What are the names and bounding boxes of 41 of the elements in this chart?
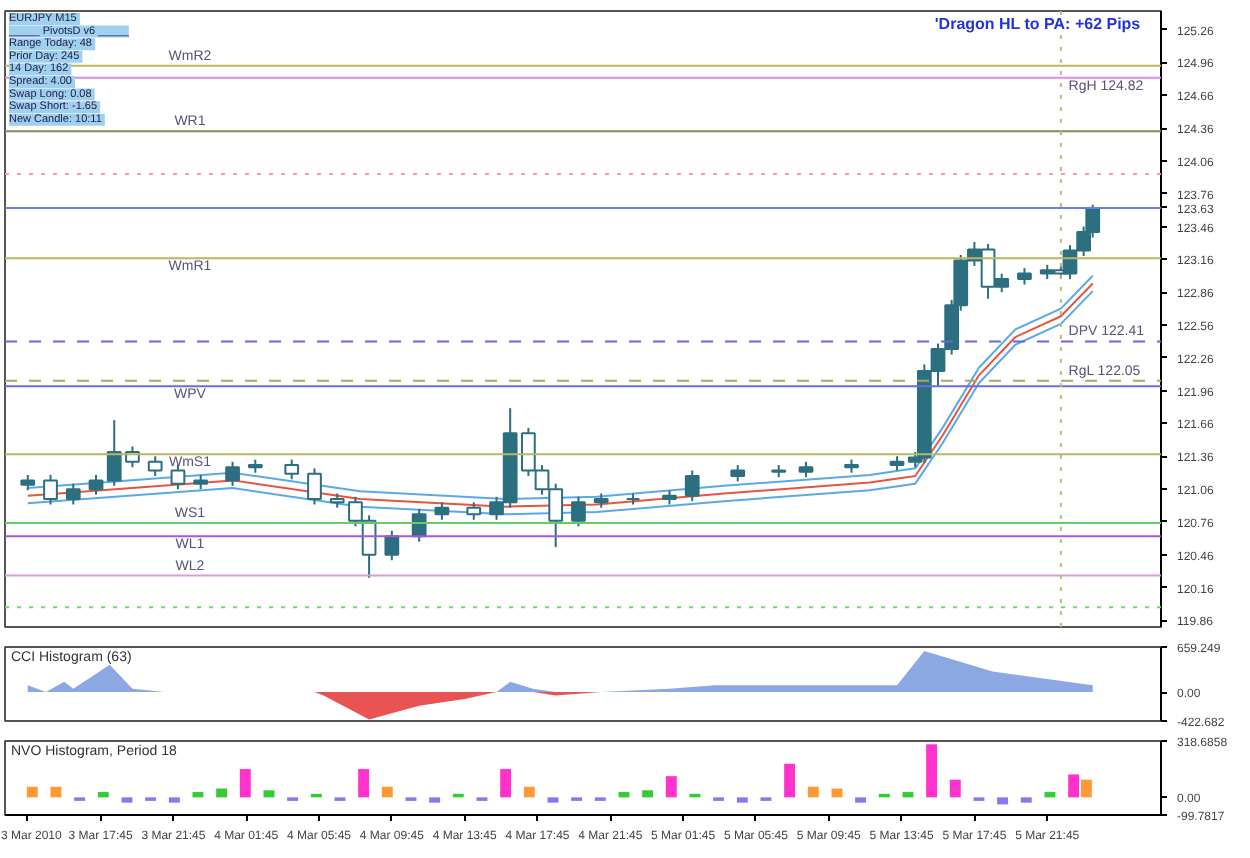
bar bbox=[429, 797, 441, 803]
bar bbox=[618, 792, 630, 798]
bar bbox=[500, 769, 512, 798]
bar bbox=[665, 776, 677, 798]
bar bbox=[642, 790, 654, 798]
bar bbox=[523, 786, 535, 798]
candlestick bbox=[65, 482, 81, 506]
bar bbox=[736, 797, 748, 803]
candlestick bbox=[147, 455, 163, 478]
bar bbox=[168, 797, 180, 803]
bar bbox=[121, 797, 133, 803]
candlestick bbox=[88, 473, 104, 496]
bar bbox=[1020, 797, 1032, 803]
bar bbox=[358, 769, 370, 798]
chart-subtitle: 'Dragon HL to PA: +62 Pips bbox=[934, 15, 1142, 33]
bar bbox=[1044, 792, 1056, 798]
bar bbox=[855, 797, 867, 803]
bar bbox=[807, 786, 819, 798]
candlestick bbox=[684, 469, 700, 503]
bar bbox=[902, 792, 914, 798]
bar bbox=[949, 779, 961, 798]
candlestick bbox=[284, 458, 300, 481]
bar bbox=[97, 792, 109, 798]
bar bbox=[239, 769, 251, 798]
candlestick bbox=[384, 529, 400, 562]
candlestick bbox=[571, 495, 586, 528]
bar bbox=[926, 744, 938, 798]
bar bbox=[547, 797, 559, 803]
bar bbox=[263, 790, 275, 798]
candlestick bbox=[225, 460, 240, 487]
bar bbox=[784, 763, 796, 798]
bar bbox=[1080, 779, 1092, 798]
candlestick bbox=[43, 473, 58, 506]
candlestick bbox=[170, 464, 186, 491]
bar bbox=[216, 788, 228, 798]
bar bbox=[831, 788, 843, 798]
bar bbox=[1068, 774, 1080, 798]
bar bbox=[26, 786, 38, 798]
bar bbox=[997, 797, 1009, 805]
bar bbox=[381, 786, 393, 798]
candlestick bbox=[307, 467, 322, 506]
